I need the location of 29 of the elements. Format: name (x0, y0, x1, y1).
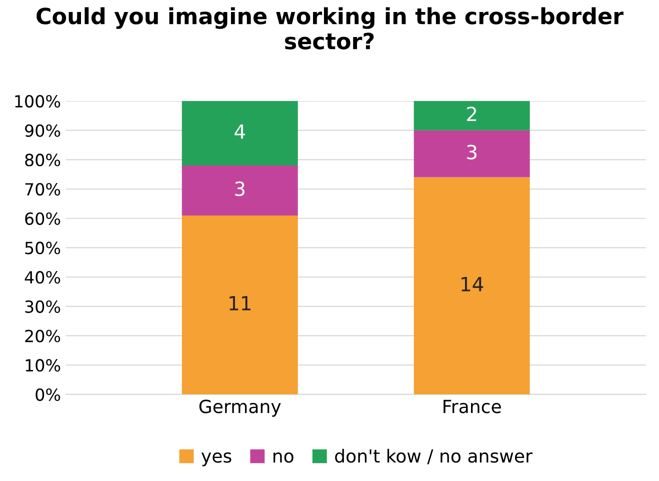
y-tick-label: 70% (25, 182, 60, 196)
bar (414, 177, 530, 394)
y-tick-label: 0% (36, 388, 60, 401)
y-tick-label: 100% (15, 94, 60, 108)
y-tick-label: 40% (24, 271, 60, 284)
bar (182, 101, 298, 166)
bar (414, 101, 530, 130)
y-tick-label: 20% (25, 330, 60, 342)
bar (182, 166, 298, 216)
annotation: 4 (234, 124, 245, 139)
y-tick-label: 30% (25, 300, 60, 313)
y-tick-label: 10% (26, 359, 60, 372)
y-tick-label: 50% (25, 242, 60, 254)
chart-title: Could you imagine working in the cross-border sector? (36, 7, 624, 50)
annotation: 14 (462, 277, 484, 292)
legend-label: no (274, 452, 294, 463)
y-tick-label: 90% (25, 124, 60, 137)
bar (414, 130, 530, 178)
annotation: 11 (230, 296, 250, 310)
x-tick-label: France (444, 400, 501, 414)
annotation: 3 (235, 181, 245, 196)
y-tick-label: 60% (25, 212, 60, 225)
legend-label: yes (201, 452, 232, 466)
legend-label: don't kow / no answer (335, 448, 532, 464)
x-tick-label: Germany (199, 400, 281, 417)
annotation: 2 (467, 106, 476, 122)
bar (182, 215, 298, 394)
annotation: 3 (467, 144, 476, 160)
y-tick-label: 80% (25, 154, 60, 166)
